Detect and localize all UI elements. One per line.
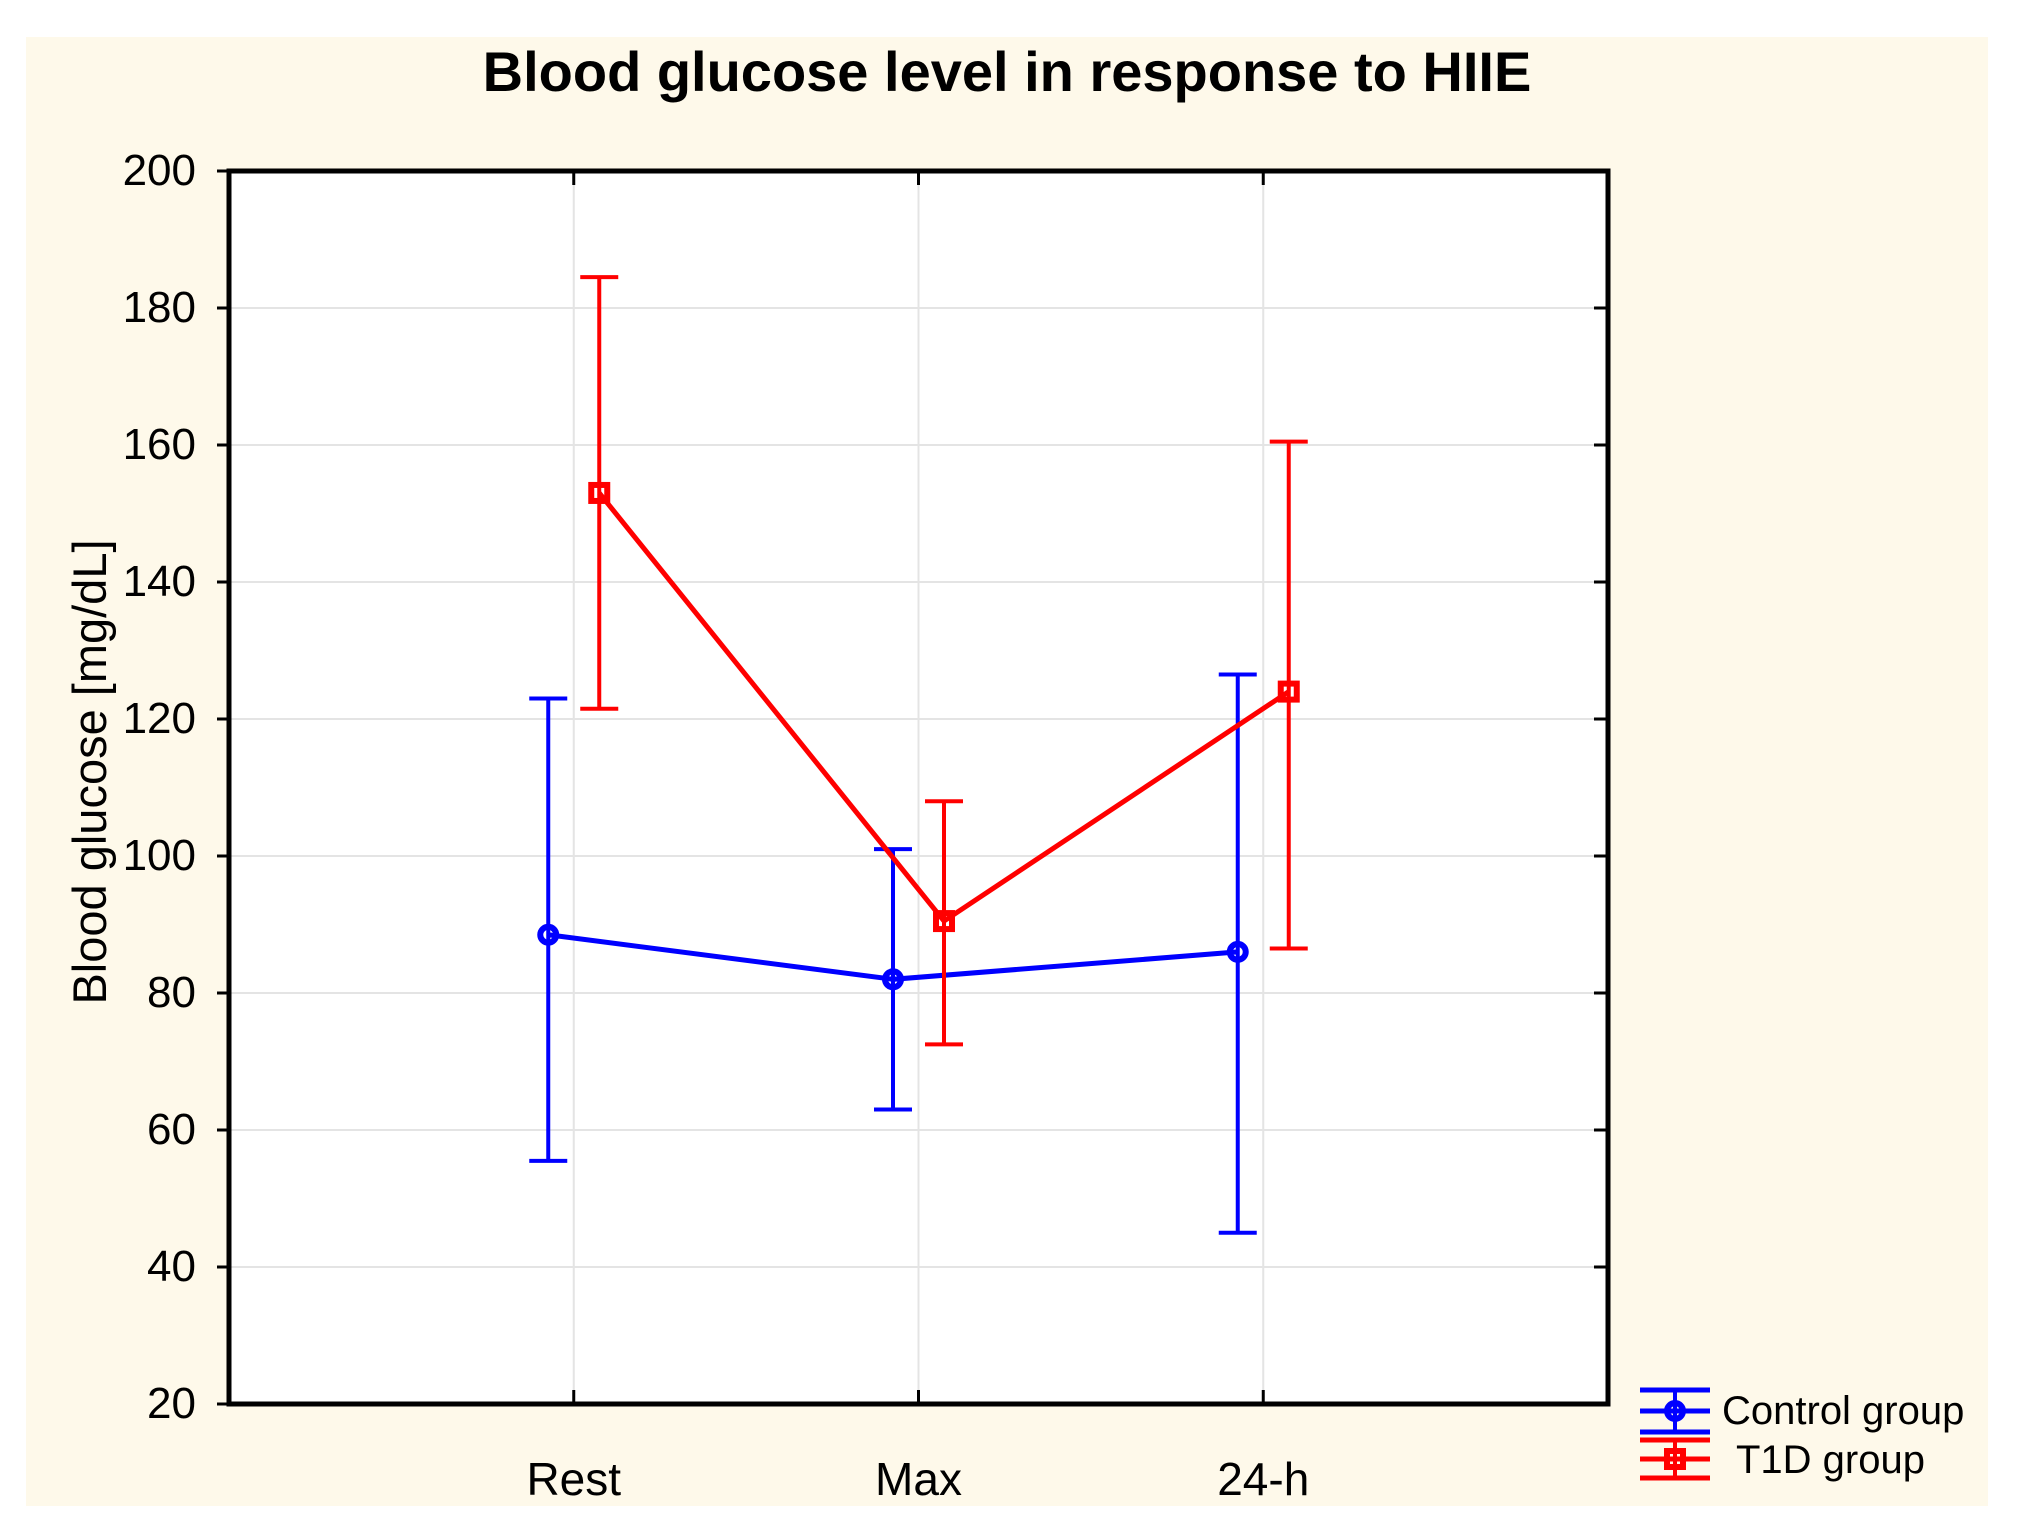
data-point-marker-circle: [537, 923, 560, 946]
y-tick-label: 120: [122, 694, 196, 743]
data-point-marker-square: [1664, 1448, 1686, 1470]
x-category-label: Rest: [526, 1453, 622, 1505]
data-point-marker-square: [1277, 680, 1300, 703]
chart-title: Blood glucose level in response to HIIE: [482, 40, 1532, 103]
y-tick-label: 100: [122, 831, 196, 880]
y-tick-label: 200: [122, 146, 196, 195]
plot-border: [226, 168, 1611, 1407]
data-point-marker-circle: [882, 968, 904, 991]
gridlines: [229, 171, 1608, 1404]
legend-label-t1d-group: T1D group: [1736, 1438, 1925, 1482]
y-tick-label: 40: [147, 1242, 196, 1291]
y-tick-label: 160: [122, 420, 196, 469]
y-tick-label: 180: [122, 283, 196, 332]
series-line: [597, 491, 1291, 925]
data-point-marker-square: [588, 481, 611, 504]
series-control-group: [529, 672, 1257, 1235]
x-category-label: 24-h: [1217, 1453, 1310, 1505]
data-point-marker-circle: [1664, 1400, 1686, 1422]
legend-label-control-group: Control group: [1722, 1389, 1965, 1433]
legend-glyph-t1d-group: [1640, 1437, 1710, 1481]
y-tick-label: 80: [147, 968, 196, 1017]
series-t1d-group: [580, 275, 1308, 1047]
legend-glyph-control-group: [1640, 1387, 1710, 1435]
data-point-marker-circle: [1226, 940, 1249, 963]
data-point-marker-square: [933, 910, 955, 933]
y-tick-label: 140: [122, 557, 196, 606]
legend: [1640, 1387, 1710, 1481]
series-line: [547, 932, 1238, 982]
y-tick-label: 20: [147, 1379, 196, 1428]
y-tick-label: 60: [147, 1105, 196, 1154]
x-category-label: Max: [875, 1453, 962, 1505]
